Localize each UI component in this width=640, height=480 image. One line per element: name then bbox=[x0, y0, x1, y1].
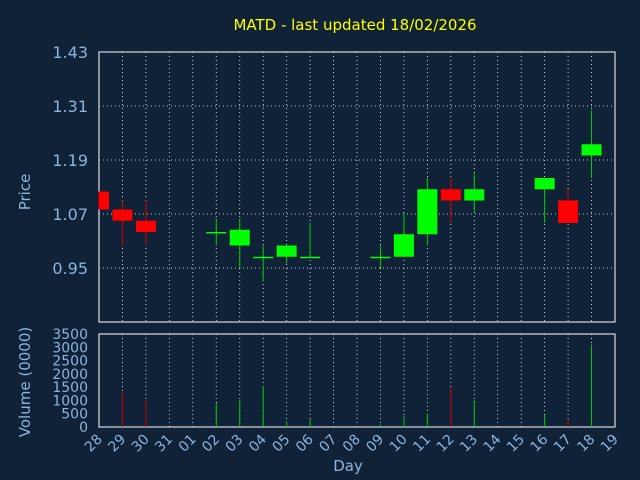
price-tick-label: 1.19 bbox=[52, 151, 88, 170]
candle-body bbox=[393, 234, 414, 257]
chart-title: MATD - last updated 18/02/2026 bbox=[233, 16, 476, 34]
candle-body bbox=[206, 232, 227, 234]
volume-tick-label: 1000 bbox=[52, 393, 88, 409]
volume-panel: 28 29 30 31 01 02 03 04 05 06 07 08 09 10 11 12 13 14 15 16… bbox=[52, 327, 621, 455]
volume-axis-label: Volume (0000) bbox=[16, 327, 34, 437]
volume-tick-label: 3500 bbox=[52, 327, 88, 343]
volume-tick-label: 500 bbox=[61, 407, 88, 423]
candle-body bbox=[135, 220, 156, 232]
price-tick-label: 1.07 bbox=[52, 205, 88, 224]
candle-body bbox=[99, 191, 109, 210]
price-tick-label: 0.95 bbox=[52, 259, 88, 278]
volume-tick-label: 1500 bbox=[52, 380, 88, 396]
candle-body bbox=[300, 256, 321, 259]
candle-body bbox=[229, 229, 250, 246]
volume-tick-label: 2500 bbox=[52, 354, 88, 370]
candle-body bbox=[253, 256, 274, 259]
price-tick-label: 1.43 bbox=[52, 43, 88, 62]
candle-body bbox=[464, 189, 485, 201]
candle-body bbox=[112, 209, 133, 221]
candle-body bbox=[370, 256, 391, 259]
candle-body bbox=[581, 144, 602, 156]
candle-body bbox=[417, 189, 438, 235]
candle-body bbox=[534, 178, 555, 190]
volume-plot-frame bbox=[98, 333, 616, 428]
volume-tick-label: 2000 bbox=[52, 367, 88, 383]
price-axis-label: Price bbox=[16, 174, 34, 211]
price-tick-label: 1.31 bbox=[52, 97, 88, 116]
candle-body bbox=[558, 200, 579, 223]
volume-tick-label: 3000 bbox=[52, 340, 88, 356]
candle-body bbox=[276, 245, 297, 257]
volume-tick-label: 0 bbox=[79, 420, 88, 436]
x-axis-label: Day bbox=[333, 457, 363, 475]
candle-body bbox=[440, 189, 461, 201]
price-panel: 0.95 1.07 1.19 1.31 1.43 bbox=[52, 43, 616, 323]
